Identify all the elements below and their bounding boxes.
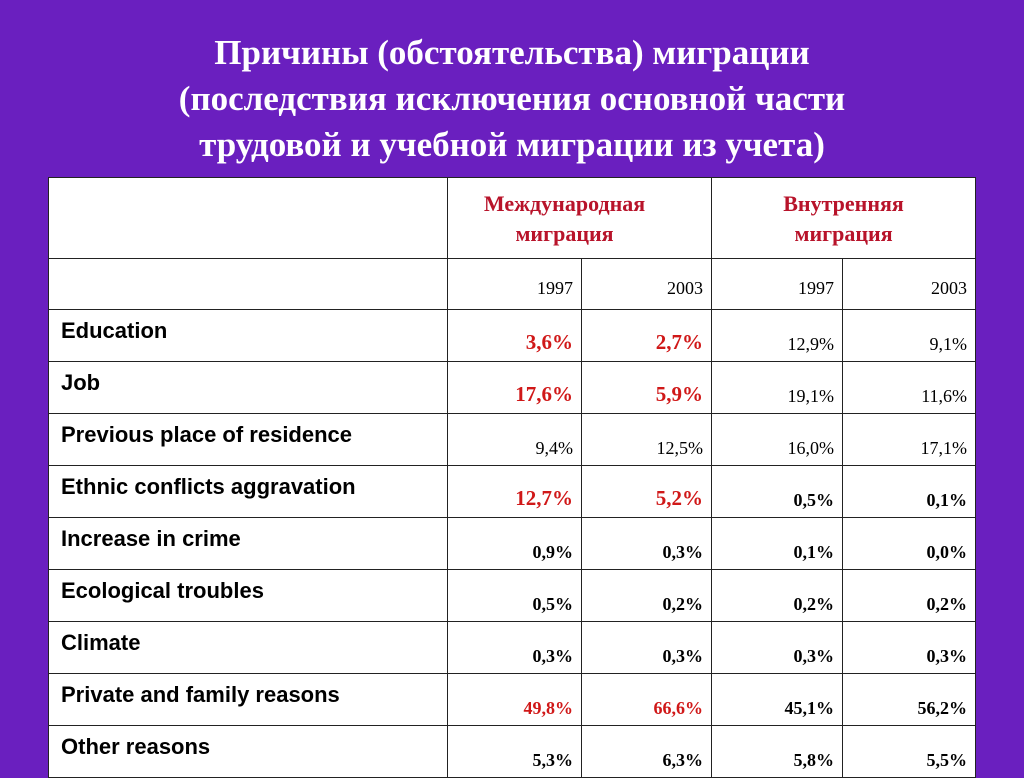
year-cell: 1997 <box>447 258 582 310</box>
table-row: Ecological troubles 0,5% 0,2% 0,2% 0,2% <box>48 569 977 622</box>
table-row: Previous place of residence 9,4% 12,5% 1… <box>48 413 977 466</box>
value-cell: 16,0% <box>711 413 844 466</box>
row-label: Ethnic conflicts aggravation <box>48 465 448 518</box>
row-label: Climate <box>48 621 448 674</box>
table-row: Ethnic conflicts aggravation 12,7% 5,2% … <box>48 465 977 518</box>
row-label: Education <box>48 309 448 362</box>
row-label: Ecological troubles <box>48 569 448 622</box>
value-cell: 17,6% <box>447 361 582 414</box>
value-cell: 0,1% <box>842 465 977 518</box>
international-migration-header: Международная миграция <box>446 177 713 259</box>
value-cell: 9,4% <box>447 413 582 466</box>
value-cell: 9,1% <box>842 309 977 362</box>
value-cell: 12,9% <box>711 309 844 362</box>
value-cell: 0,9% <box>447 517 582 570</box>
migration-reasons-table: Международная миграция Внутренняя миграц… <box>48 177 977 778</box>
table-row: Education 3,6% 2,7% 12,9% 9,1% <box>48 309 977 362</box>
empty-corner-cell <box>48 177 448 259</box>
value-cell: 0,3% <box>711 621 844 674</box>
table-row: Private and family reasons 49,8% 66,6% 4… <box>48 673 977 726</box>
title-line-1: Причины (обстоятельства) миграции <box>214 33 810 72</box>
value-cell: 0,3% <box>842 621 977 674</box>
value-cell: 6,3% <box>580 725 713 778</box>
value-cell: 11,6% <box>842 361 977 414</box>
value-cell: 0,0% <box>842 517 977 570</box>
internal-migration-header: Внутренняя миграция <box>711 177 977 259</box>
row-label: Increase in crime <box>48 517 448 570</box>
empty-label-cell <box>48 258 448 310</box>
value-cell: 5,5% <box>842 725 977 778</box>
table-row: Climate 0,3% 0,3% 0,3% 0,3% <box>48 621 977 674</box>
row-label: Job <box>48 361 448 414</box>
value-cell: 56,2% <box>842 673 977 726</box>
value-cell: 0,5% <box>447 569 582 622</box>
title-line-2: (последствия исключения основной части <box>178 79 846 118</box>
year-cell: 2003 <box>580 258 713 310</box>
value-cell: 45,1% <box>711 673 844 726</box>
value-cell: 0,3% <box>447 621 582 674</box>
value-cell: 19,1% <box>711 361 844 414</box>
value-cell: 17,1% <box>842 413 977 466</box>
value-cell: 5,8% <box>711 725 844 778</box>
table-row: Other reasons 5,3% 6,3% 5,8% 5,5% <box>48 725 977 778</box>
value-cell: 0,3% <box>580 621 713 674</box>
value-cell: 0,2% <box>842 569 977 622</box>
value-cell: 0,2% <box>711 569 844 622</box>
value-cell: 66,6% <box>580 673 713 726</box>
value-cell: 0,5% <box>711 465 844 518</box>
year-cell: 2003 <box>842 258 977 310</box>
slide-title: Причины (обстоятельства) миграции (после… <box>0 30 1024 168</box>
row-label: Private and family reasons <box>48 673 448 726</box>
row-label: Other reasons <box>48 725 448 778</box>
group-header-row: Международная миграция Внутренняя миграц… <box>48 177 977 259</box>
title-line-3: трудовой и учебной миграции из учета) <box>199 125 825 164</box>
value-cell: 49,8% <box>447 673 582 726</box>
value-cell: 12,7% <box>447 465 582 518</box>
value-cell: 0,1% <box>711 517 844 570</box>
value-cell: 5,3% <box>447 725 582 778</box>
value-cell: 12,5% <box>580 413 713 466</box>
value-cell: 0,2% <box>580 569 713 622</box>
year-cell: 1997 <box>711 258 844 310</box>
year-header-row: 1997 2003 1997 2003 <box>48 258 977 310</box>
value-cell: 2,7% <box>580 309 713 362</box>
value-cell: 5,9% <box>580 361 713 414</box>
value-cell: 5,2% <box>580 465 713 518</box>
table-row: Increase in crime 0,9% 0,3% 0,1% 0,0% <box>48 517 977 570</box>
row-label: Previous place of residence <box>48 413 448 466</box>
value-cell: 0,3% <box>580 517 713 570</box>
table-row: Job 17,6% 5,9% 19,1% 11,6% <box>48 361 977 414</box>
value-cell: 3,6% <box>447 309 582 362</box>
